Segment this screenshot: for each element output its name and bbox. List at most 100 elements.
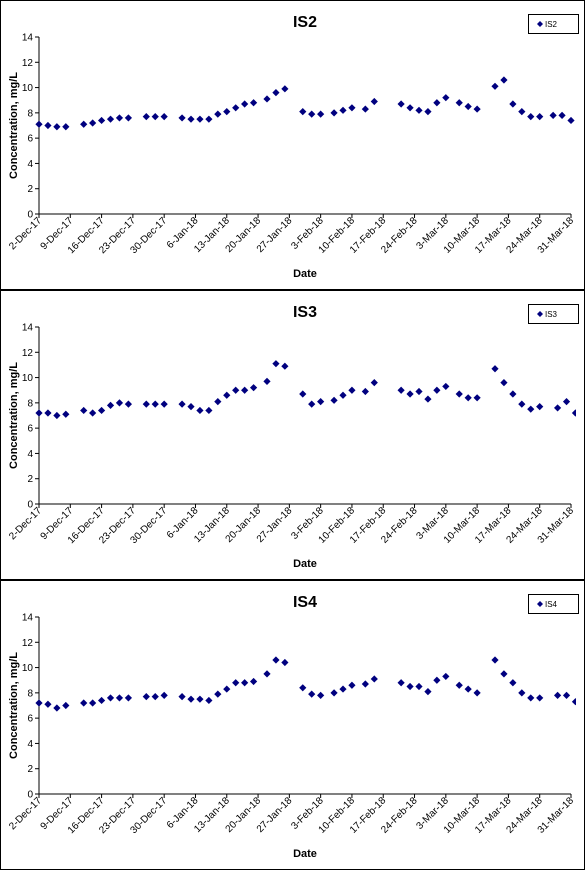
data-point xyxy=(442,94,450,102)
y-tick-label: 10 xyxy=(22,83,34,94)
data-point xyxy=(491,82,499,90)
data-point xyxy=(53,704,61,712)
data-point xyxy=(281,85,289,93)
data-point xyxy=(424,107,432,116)
data-point xyxy=(509,679,517,687)
data-point xyxy=(361,105,369,113)
y-tick-label: 2 xyxy=(27,764,33,775)
data-point xyxy=(62,123,70,131)
y-tick-label: 14 xyxy=(22,613,34,624)
data-point xyxy=(397,679,405,687)
y-tick-label: 6 xyxy=(27,714,33,725)
y-tick-label: 0 xyxy=(27,210,33,221)
x-axis-label: Date xyxy=(293,268,317,280)
data-point xyxy=(106,115,115,123)
legend-marker xyxy=(537,21,543,27)
data-point xyxy=(330,109,338,117)
data-point xyxy=(509,390,517,398)
data-point xyxy=(53,123,61,131)
data-point xyxy=(518,107,526,116)
data-point xyxy=(53,411,61,420)
data-point xyxy=(241,100,249,108)
data-point xyxy=(370,379,378,387)
legend-box xyxy=(528,594,579,614)
data-point xyxy=(558,111,566,119)
y-tick-label: 2 xyxy=(27,184,33,195)
x-axis-label: Date xyxy=(293,558,317,570)
data-point xyxy=(115,114,124,122)
legend-box xyxy=(528,14,579,34)
y-tick-label: 10 xyxy=(22,663,34,674)
y-axis-label: Concentration, mg/L xyxy=(8,72,20,179)
data-point xyxy=(509,100,517,108)
y-axis-label: Concentration, mg/L xyxy=(8,652,20,759)
data-point xyxy=(527,113,535,121)
data-point xyxy=(281,362,289,370)
data-point xyxy=(272,656,280,664)
data-point xyxy=(35,699,43,707)
data-point xyxy=(339,391,347,399)
data-point xyxy=(299,684,307,692)
data-point xyxy=(223,107,231,116)
data-point xyxy=(348,104,356,112)
y-tick-label: 12 xyxy=(22,348,34,359)
legend-label: IS4 xyxy=(545,600,558,609)
data-point xyxy=(124,114,133,122)
chart-title: IS3 xyxy=(293,304,317,321)
data-point xyxy=(348,386,356,394)
data-point xyxy=(232,679,240,687)
legend-marker xyxy=(537,311,543,317)
data-point xyxy=(406,390,414,398)
data-point xyxy=(44,700,52,708)
data-point xyxy=(370,97,378,106)
x-axis-label: Date xyxy=(293,848,317,860)
y-tick-label: 14 xyxy=(22,33,34,44)
data-point xyxy=(308,690,316,698)
data-point xyxy=(415,682,423,691)
data-point xyxy=(263,95,271,103)
data-point xyxy=(44,409,52,417)
data-point xyxy=(536,113,544,121)
data-point xyxy=(339,106,347,114)
data-point xyxy=(214,110,222,118)
data-point xyxy=(361,680,369,688)
data-point xyxy=(89,119,97,127)
data-point xyxy=(97,116,106,125)
data-point xyxy=(44,121,52,130)
chart-border xyxy=(0,290,585,580)
y-tick-label: 6 xyxy=(27,424,33,435)
data-point xyxy=(241,679,249,687)
data-point xyxy=(62,410,70,418)
data-point xyxy=(455,681,463,689)
data-point xyxy=(80,699,88,707)
data-point xyxy=(397,100,405,108)
data-point xyxy=(80,120,88,128)
data-point xyxy=(415,387,423,396)
legend-label: IS2 xyxy=(545,20,558,29)
data-point xyxy=(223,391,231,399)
data-point xyxy=(97,406,106,415)
data-point xyxy=(397,386,405,394)
data-point xyxy=(35,409,43,417)
chart-border xyxy=(0,580,585,870)
data-point xyxy=(491,365,499,373)
chart-title: IS4 xyxy=(293,594,317,611)
data-point xyxy=(232,104,240,112)
data-point xyxy=(299,390,307,398)
data-point xyxy=(571,409,576,417)
chart-border xyxy=(0,0,585,290)
y-tick-label: 10 xyxy=(22,373,34,384)
data-point xyxy=(491,656,499,664)
y-tick-label: 12 xyxy=(22,58,34,69)
y-axis-label: Concentration, mg/L xyxy=(8,362,20,469)
data-point xyxy=(308,400,316,408)
data-point xyxy=(272,89,280,97)
data-point xyxy=(151,113,159,121)
data-point xyxy=(249,99,258,107)
data-point xyxy=(97,696,106,705)
data-point xyxy=(415,106,423,114)
legend-box xyxy=(528,304,579,324)
data-point xyxy=(178,400,186,408)
data-point xyxy=(500,379,508,387)
